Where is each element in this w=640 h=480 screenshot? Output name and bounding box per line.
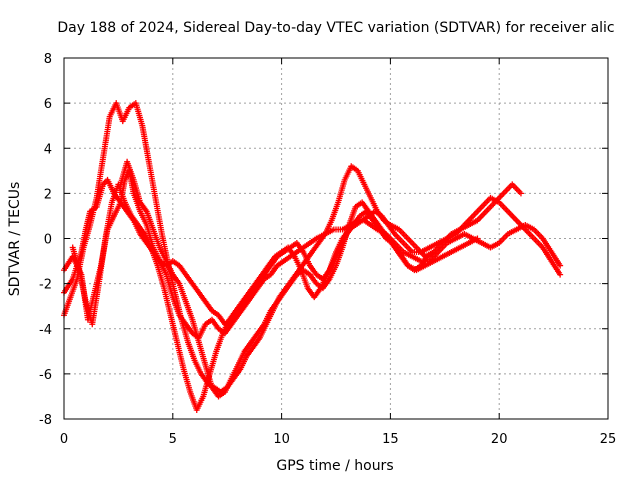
series-track-5: [117, 158, 437, 400]
y-tick-label: -6: [39, 368, 52, 383]
x-axis-label: GPS time / hours: [276, 458, 393, 474]
y-axis-label: SDTVAR / TECUs: [7, 182, 23, 297]
series-track-4: [69, 181, 481, 413]
x-tick-label: 20: [491, 432, 508, 447]
data-point: [557, 271, 564, 278]
x-tick-label: 15: [382, 432, 399, 447]
gridlines: [64, 58, 608, 419]
y-tick-label: 8: [44, 52, 52, 67]
x-axis-ticks: 0 5 10 15 20 25: [60, 58, 616, 447]
data-point: [557, 262, 564, 269]
y-tick-label: 4: [44, 142, 52, 157]
data-marks: [61, 100, 564, 413]
series-track-3: [61, 194, 564, 328]
y-tick-label: -8: [39, 413, 52, 428]
data-point: [474, 235, 481, 242]
data-point: [517, 190, 524, 197]
x-tick-label: 25: [600, 432, 617, 447]
y-tick-label: 6: [44, 97, 52, 112]
y-tick-label: -4: [39, 323, 52, 338]
y-tick-label: 0: [44, 233, 52, 248]
chart-title: Day 188 of 2024, Sidereal Day-to-day VTE…: [57, 20, 614, 36]
y-tick-label: 2: [44, 187, 52, 202]
y-tick-label: -2: [39, 278, 52, 293]
x-tick-label: 10: [273, 432, 290, 447]
x-tick-label: 5: [169, 432, 177, 447]
data-point: [430, 249, 437, 256]
x-tick-label: 0: [60, 432, 68, 447]
y-axis-ticks: -8 -6 -4 -2 0 2 4 6 8: [39, 52, 608, 428]
